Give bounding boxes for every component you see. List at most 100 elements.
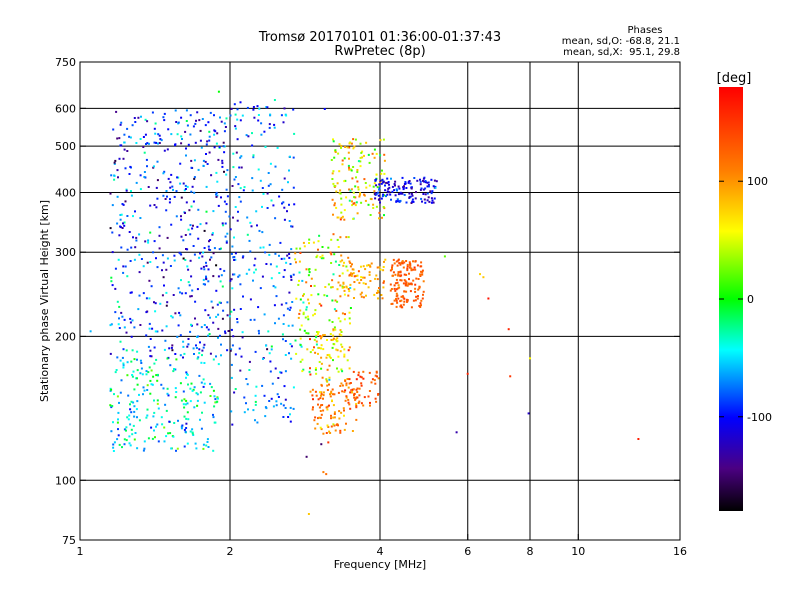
data-point <box>290 225 293 228</box>
data-point <box>415 277 418 280</box>
data-point <box>130 428 133 431</box>
data-point <box>395 278 398 281</box>
data-point <box>306 348 309 351</box>
data-point <box>156 423 159 426</box>
data-point <box>167 128 170 131</box>
data-point <box>361 150 364 153</box>
data-point <box>344 313 346 316</box>
data-point <box>125 439 128 442</box>
data-point <box>222 145 225 148</box>
data-point <box>234 127 237 130</box>
data-point <box>116 169 119 172</box>
data-point <box>131 349 134 352</box>
data-point <box>169 432 172 435</box>
data-point <box>336 337 339 340</box>
data-point <box>203 324 206 326</box>
data-point <box>287 181 289 184</box>
data-point <box>392 258 395 261</box>
data-point <box>163 119 166 122</box>
data-point <box>348 382 351 385</box>
data-point <box>359 160 362 163</box>
data-point <box>334 328 337 331</box>
data-point <box>137 116 140 119</box>
data-point <box>183 415 186 418</box>
data-point <box>196 323 199 326</box>
data-point <box>282 121 285 124</box>
data-point <box>184 234 187 236</box>
data-point <box>414 283 417 286</box>
data-point <box>314 416 317 419</box>
data-point <box>216 400 219 403</box>
data-point <box>238 166 241 169</box>
data-point <box>190 382 193 385</box>
data-point <box>252 156 255 159</box>
data-point <box>406 300 408 303</box>
data-point <box>223 151 226 154</box>
data-point <box>140 258 143 260</box>
data-point <box>208 151 211 154</box>
data-point <box>328 404 330 407</box>
data-point <box>353 394 355 397</box>
data-point <box>374 382 377 385</box>
data-point <box>213 114 215 117</box>
data-point <box>262 246 265 249</box>
data-point <box>351 272 354 275</box>
data-point <box>216 303 219 306</box>
data-point <box>382 193 385 196</box>
data-point <box>329 333 332 335</box>
data-point <box>305 268 308 271</box>
data-point <box>148 327 151 330</box>
data-point <box>363 276 366 279</box>
data-point <box>133 326 136 329</box>
data-point <box>215 171 218 174</box>
data-point <box>207 446 210 448</box>
data-point <box>208 130 211 133</box>
data-point <box>167 394 170 397</box>
data-point <box>185 248 187 250</box>
data-point <box>131 375 134 378</box>
data-point <box>152 166 155 169</box>
data-point <box>355 378 358 381</box>
data-point <box>356 169 359 171</box>
data-point <box>117 411 120 414</box>
data-point <box>305 455 308 458</box>
data-point <box>393 284 396 287</box>
data-point <box>245 378 248 380</box>
data-point <box>351 391 354 394</box>
data-point <box>232 216 234 219</box>
data-point <box>146 414 149 417</box>
data-point <box>217 158 220 161</box>
data-point <box>408 266 411 269</box>
data-point <box>156 379 159 382</box>
data-point <box>347 386 350 389</box>
data-point <box>249 318 252 321</box>
data-point <box>186 411 189 414</box>
data-point <box>388 183 390 186</box>
data-point <box>389 283 392 286</box>
data-point <box>147 437 150 440</box>
data-point <box>214 398 217 401</box>
data-point <box>212 416 215 419</box>
data-point <box>332 359 334 362</box>
data-point <box>300 345 303 348</box>
data-point <box>199 341 201 344</box>
data-point <box>194 442 197 445</box>
data-point <box>221 317 224 320</box>
data-point <box>122 203 125 206</box>
data-point <box>323 108 326 110</box>
data-point <box>218 146 221 148</box>
data-point <box>143 176 146 178</box>
data-point <box>302 313 305 316</box>
data-point <box>170 133 173 136</box>
data-point <box>147 186 150 188</box>
data-point <box>193 406 196 409</box>
data-point <box>148 366 151 369</box>
data-point <box>366 264 368 267</box>
data-point <box>396 264 399 267</box>
data-point <box>413 177 416 179</box>
data-point <box>261 205 263 208</box>
data-point <box>326 389 329 391</box>
data-point <box>128 435 131 438</box>
data-point <box>216 396 219 399</box>
data-point <box>208 135 211 138</box>
